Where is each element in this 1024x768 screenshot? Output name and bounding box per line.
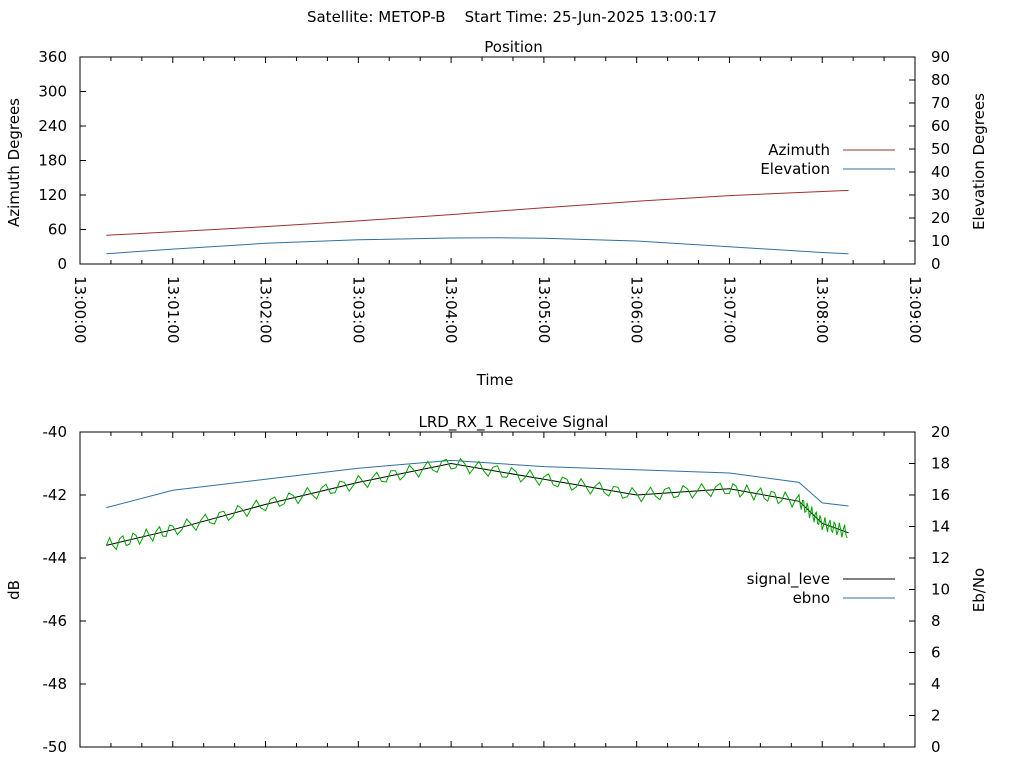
y2-tick-label: 70: [931, 94, 950, 112]
chart-title: LRD_RX_1 Receive Signal: [419, 413, 609, 432]
y2-tick-label: 40: [931, 163, 950, 181]
y-tick-label: 360: [38, 48, 67, 66]
y2-tick-label: 50: [931, 140, 950, 158]
legend-label: signal_leve: [747, 570, 830, 589]
y2-tick-label: 18: [931, 455, 950, 473]
x-tick-label: 13:00:00: [71, 276, 89, 343]
y2-tick-label: 0: [931, 255, 941, 273]
series-line-signal-leve: [106, 462, 849, 546]
x-tick-label: 13:01:00: [164, 276, 182, 343]
y2-tick-label: 8: [931, 612, 941, 630]
y-tick-label: 180: [38, 152, 67, 170]
plot-frame: [79, 431, 916, 748]
y2-tick-label: 4: [931, 675, 941, 693]
y2-axis-label: Elevation Degrees: [970, 93, 988, 230]
x-tick-label: 13:07:00: [720, 276, 738, 343]
y2-tick-label: 10: [931, 581, 950, 599]
x-tick-label: 13:06:00: [628, 276, 646, 343]
y2-tick-label: 0: [931, 738, 941, 756]
chart-title: Position: [484, 38, 542, 56]
y2-tick-label: 12: [931, 549, 950, 567]
y-tick-label: 120: [38, 186, 67, 204]
y-tick-label: 60: [48, 221, 67, 239]
y2-tick-label: 20: [931, 209, 950, 227]
y-tick-label: 0: [57, 255, 67, 273]
y2-tick-label: 14: [931, 518, 950, 536]
y-tick-label: -48: [43, 675, 68, 693]
y-tick-label: 300: [38, 83, 67, 101]
y2-tick-label: 60: [931, 117, 950, 135]
x-axis-label: Time: [476, 371, 514, 389]
x-tick-label: 13:09:00: [906, 276, 924, 343]
y-tick-label: 240: [38, 117, 67, 135]
legend-label: Azimuth: [768, 141, 830, 159]
y-tick-label: -44: [43, 549, 68, 567]
x-tick-label: 13:05:00: [535, 276, 553, 343]
x-tick-label: 13:04:00: [442, 276, 460, 343]
y-axis-label: Azimuth Degrees: [5, 98, 23, 227]
y2-tick-label: 20: [931, 423, 950, 441]
y2-tick-label: 16: [931, 486, 950, 504]
y2-tick-label: 30: [931, 186, 950, 204]
y2-tick-label: 90: [931, 48, 950, 66]
y2-tick-label: 80: [931, 71, 950, 89]
y-axis-label: dB: [5, 580, 23, 600]
legend-label: ebno: [793, 589, 830, 607]
y2-tick-label: 6: [931, 644, 941, 662]
y2-tick-label: 10: [931, 232, 950, 250]
series-line-elevation: [106, 237, 849, 255]
y2-axis-label: Eb/No: [970, 568, 988, 612]
signal-noise-trace: [105, 457, 848, 551]
y2-tick-label: 2: [931, 707, 941, 725]
series-line-azimuth: [106, 189, 849, 236]
series-line-ebno: [106, 459, 849, 509]
x-tick-label: 13:03:00: [349, 276, 367, 343]
legend-label: Elevation: [760, 160, 830, 178]
page-title: Satellite: METOP-B Start Time: 25-Jun-20…: [306, 8, 718, 26]
y-tick-label: -42: [43, 486, 68, 504]
y-tick-label: -40: [43, 423, 68, 441]
y-tick-label: -46: [43, 612, 68, 630]
x-tick-label: 13:08:00: [813, 276, 831, 343]
x-tick-label: 13:02:00: [257, 276, 275, 343]
y-tick-label: -50: [43, 738, 68, 756]
